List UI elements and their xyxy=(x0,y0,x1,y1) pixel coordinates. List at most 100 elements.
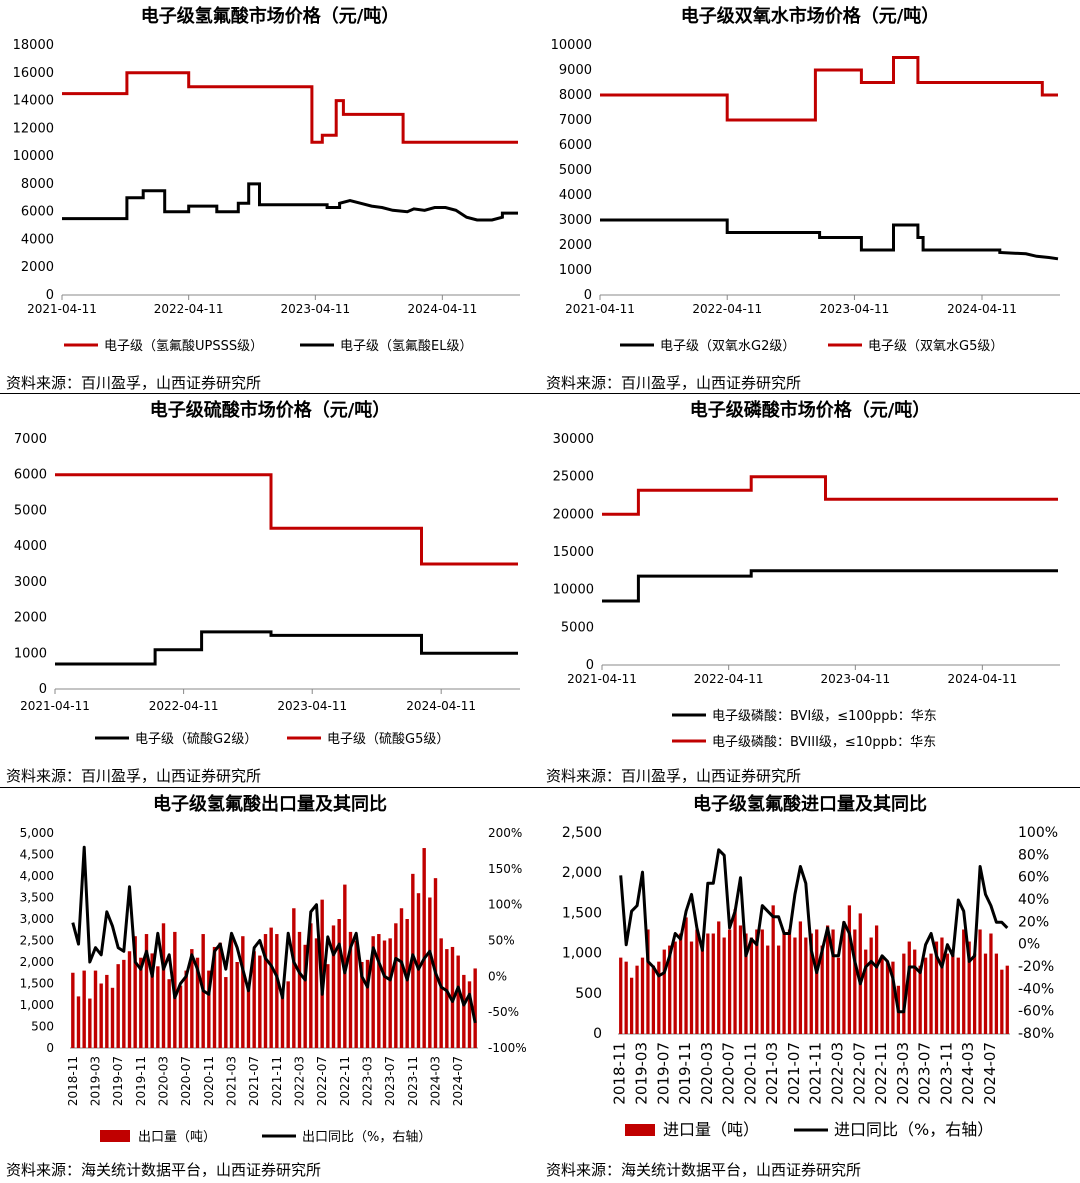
y2-tick-label: 60% xyxy=(1018,870,1049,886)
bar xyxy=(798,921,803,1034)
bar xyxy=(967,941,971,1034)
x-tick-label: 2022-03 xyxy=(829,1042,847,1105)
x-tick-label: 2019-03 xyxy=(633,1042,651,1105)
series-line xyxy=(71,845,477,1024)
bar xyxy=(760,929,764,1034)
hf-import-chart-panel: 电子级氢氟酸进口量及其同比 0 500 1,000 1,500 2,000 2,500 -8… xyxy=(540,788,1080,1183)
chart-title: 电子级硫酸市场价格（元/吨） xyxy=(149,400,391,421)
y-tick-label: 15000 xyxy=(553,545,594,560)
y-tick-label: 3,500 xyxy=(20,891,54,905)
bar xyxy=(962,929,966,1034)
bar xyxy=(629,977,634,1034)
bar xyxy=(738,925,743,1034)
x-tick-label: 2023-07 xyxy=(383,1056,397,1106)
bar xyxy=(1000,969,1004,1034)
bar xyxy=(456,955,460,1048)
y-tick-label: 7000 xyxy=(559,113,592,128)
chart-title: 电子级氢氟酸出口量及其同比 xyxy=(153,794,387,815)
bar xyxy=(913,949,917,1034)
series-line xyxy=(62,71,518,144)
source-note: 资料来源：海关统计数据平台，山西证券研究所 xyxy=(6,1161,322,1179)
y-tick-label: 0 xyxy=(584,288,592,303)
x-tick-label: 2024-03 xyxy=(959,1042,977,1105)
y-tick-label: 2000 xyxy=(559,238,592,253)
y2-tick-label: 100% xyxy=(1018,825,1058,841)
bar xyxy=(439,938,443,1048)
bar xyxy=(122,959,126,1048)
bar xyxy=(224,977,228,1048)
y-tick-label: 1,000 xyxy=(562,946,602,962)
x-tick-label: 2024-03 xyxy=(429,1056,443,1106)
x-tick-label: 2024-04-11 xyxy=(947,672,1017,686)
y-tick-label: 4000 xyxy=(21,232,54,247)
x-tick-label: 2023-11 xyxy=(406,1056,420,1106)
y2-tick-label: 200% xyxy=(488,826,522,840)
legend-label: 电子级（双氧水G5级） xyxy=(868,339,1003,354)
bar xyxy=(744,933,748,1034)
bar xyxy=(286,981,290,1048)
bar xyxy=(207,970,211,1048)
bar xyxy=(793,937,797,1034)
sulfuric-price-chart: 0 1000 2000 3000 4000 5000 6000 7000 2021-04-11 2… xyxy=(14,432,520,747)
y-tick-label: 1,500 xyxy=(20,977,54,991)
bar xyxy=(951,949,955,1034)
y-tick-label: 3000 xyxy=(559,213,592,228)
bar xyxy=(371,936,375,1048)
y-tick-label: 30000 xyxy=(553,432,594,447)
x-tick-label: 2018-11 xyxy=(66,1056,80,1106)
y2-tick-label: 0% xyxy=(1018,937,1040,953)
legend-label: 电子级磷酸：BVIII级，≤10ppb：华东 xyxy=(712,735,936,750)
bar xyxy=(348,931,353,1048)
y-tick-label: 8000 xyxy=(559,88,592,103)
x-tick-label: 2021-04-11 xyxy=(565,302,635,316)
sulfuric-price-chart-panel: 电子级硫酸市场价格（元/吨） 0 1000 2000 3000 4000 5000 6000… xyxy=(0,394,540,787)
y2-tick-label: 40% xyxy=(1018,892,1049,908)
bar xyxy=(727,929,732,1034)
y-tick-label: 2,000 xyxy=(20,955,54,969)
bar xyxy=(354,940,358,1048)
y-tick-label: 6000 xyxy=(559,138,592,153)
bar xyxy=(337,919,341,1048)
bar xyxy=(684,917,688,1034)
bar xyxy=(956,957,960,1034)
y-tick-label: 2,500 xyxy=(562,825,602,841)
y2-tick-label: -80% xyxy=(1018,1026,1054,1042)
x-tick-label: 2024-04-11 xyxy=(947,302,1017,316)
bar xyxy=(934,941,939,1034)
bar xyxy=(831,929,835,1034)
bar xyxy=(983,953,988,1034)
x-tick-label: 2022-04-11 xyxy=(692,302,762,316)
bar xyxy=(880,957,884,1034)
bar xyxy=(445,949,449,1048)
x-tick-label: 2024-04-11 xyxy=(406,699,476,713)
bar xyxy=(82,970,86,1048)
bar xyxy=(190,949,194,1048)
y2-tick-label: -40% xyxy=(1018,981,1054,997)
x-tick-label: 2020-03 xyxy=(157,1056,171,1106)
x-tick-label: 2018-11 xyxy=(611,1042,629,1105)
bar xyxy=(235,962,239,1048)
legend-label: 出口量（吨） xyxy=(138,1130,216,1145)
x-tick-label: 2020-07 xyxy=(179,1056,193,1106)
x-tick-label: 2022-04-11 xyxy=(149,699,219,713)
x-tick-label: 2021-03 xyxy=(763,1042,781,1105)
hf-export-chart-panel: 电子级氢氟酸出口量及其同比 0 500 1,000 1,500 2,000 2,500 3,… xyxy=(0,788,540,1183)
source-note: 资料来源：海关统计数据平台，山西证券研究所 xyxy=(546,1161,862,1179)
bar xyxy=(258,955,262,1048)
bar xyxy=(673,941,677,1034)
series-line xyxy=(600,218,1059,261)
bar xyxy=(825,925,830,1034)
y-tick-label: 1000 xyxy=(559,263,592,278)
bar xyxy=(212,946,217,1048)
series-line xyxy=(55,630,518,666)
bar xyxy=(303,944,307,1048)
bar xyxy=(945,953,950,1034)
bar xyxy=(782,933,786,1034)
x-tick-label: 2019-07 xyxy=(111,1056,125,1106)
bar xyxy=(241,936,245,1048)
bar xyxy=(640,957,645,1034)
bar xyxy=(218,942,222,1048)
legend-swatch xyxy=(625,1124,655,1136)
y-tick-label: 500 xyxy=(575,986,602,1002)
bar xyxy=(858,913,862,1034)
